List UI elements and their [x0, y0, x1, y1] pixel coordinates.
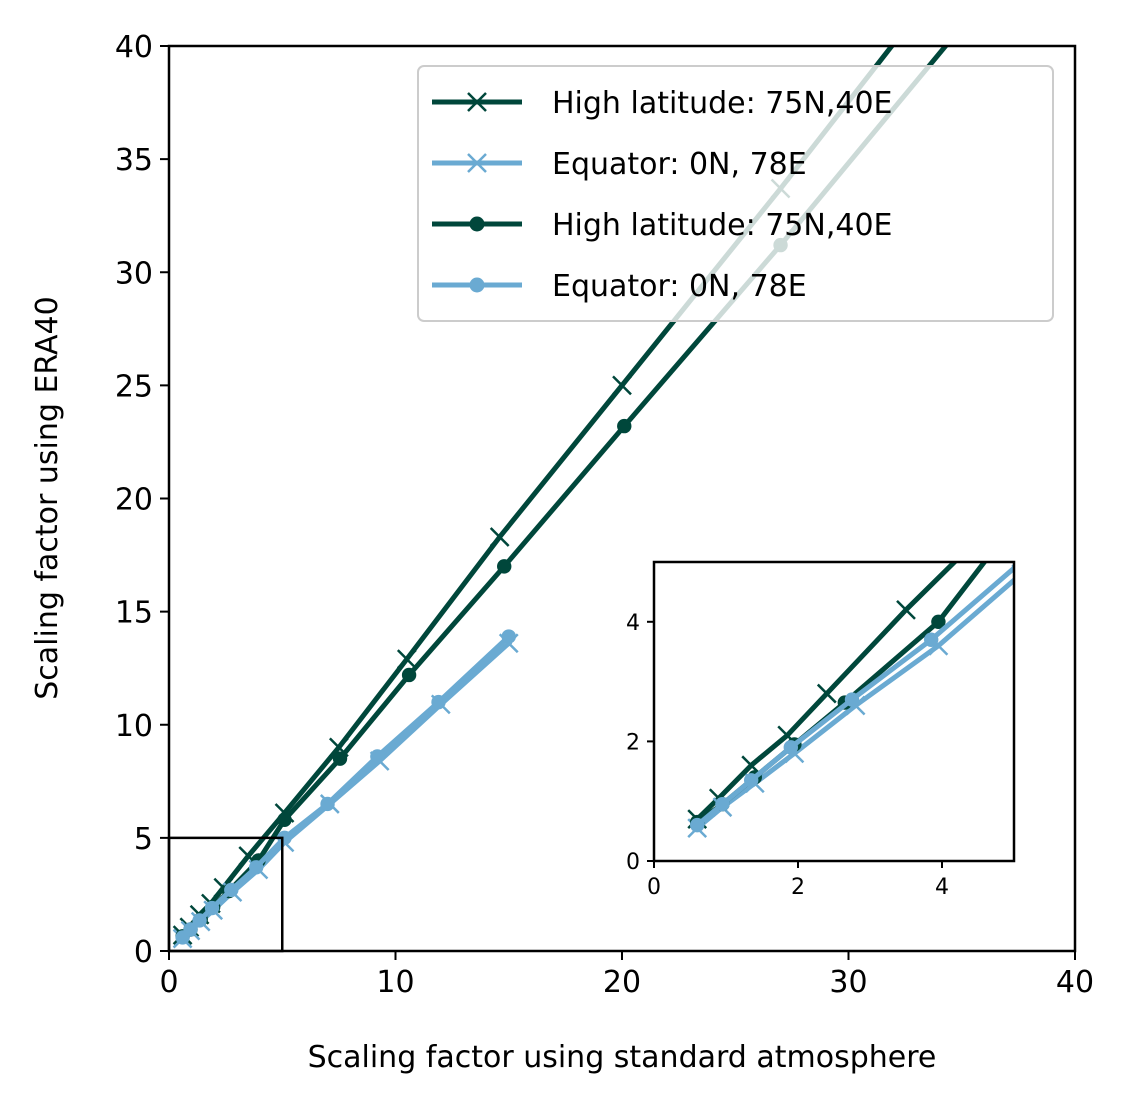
y-tick-label: 15: [115, 596, 153, 631]
data-point-dot: [469, 216, 485, 232]
y-tick-label: 40: [115, 30, 153, 65]
legend-label: High latitude: 75N,40E: [552, 86, 893, 121]
legend-entry: High latitude: 75N,40E: [432, 86, 893, 121]
inset-axes-frame: [652, 560, 1016, 863]
data-point-dot: [617, 418, 632, 434]
series-3: [690, 564, 1014, 833]
data-point-dot: [249, 860, 264, 875]
legend-label: Equator: 0N, 78E: [552, 269, 807, 304]
x-axis-label: Scaling factor using standard atmosphere: [308, 1040, 937, 1075]
inset-plot: 0 2 4 0 2 4: [626, 560, 1016, 900]
data-point-x: [489, 527, 510, 547]
x-tick-label: 10: [376, 965, 414, 1000]
y-tick-label: 25: [115, 369, 153, 404]
y-axis-label: Scaling factor using ERA40: [30, 296, 65, 699]
series-0: [687, 562, 959, 830]
data-point-dot: [931, 614, 946, 629]
data-point-dot: [192, 913, 207, 928]
x-tick-label: 20: [603, 965, 641, 1000]
data-point-x: [396, 649, 417, 670]
data-point-dot: [924, 632, 939, 647]
x-tick-label: 0: [159, 965, 178, 1000]
inset-y-tick-label: 0: [626, 850, 640, 875]
data-point-dot: [401, 667, 417, 683]
inset-x-tick-label: 2: [791, 875, 805, 900]
data-point-dot: [497, 559, 512, 574]
data-point-dot: [715, 796, 730, 812]
legend-frame: [417, 65, 1054, 322]
inset-y-tick-label: 2: [626, 730, 640, 755]
data-point-dot: [431, 694, 446, 710]
data-point-dot: [183, 922, 198, 937]
data-point-dot: [224, 882, 239, 898]
legend: High latitude: 75N,40E Equator: 0N, 78E Hi…: [417, 65, 1054, 322]
y-tick-label: 10: [115, 709, 153, 744]
data-point-dot: [744, 773, 759, 788]
data-point-x: [816, 683, 837, 704]
y-tick-label: 35: [115, 143, 153, 178]
x-tick-label: 40: [1056, 965, 1094, 1000]
data-point-dot: [783, 740, 798, 755]
data-point-dot: [690, 817, 705, 833]
y-tick-label: 30: [115, 256, 153, 291]
y-tick-label: 5: [134, 822, 153, 857]
data-point-dot: [277, 830, 292, 846]
data-point-dot: [320, 796, 335, 812]
data-point-dot: [370, 749, 385, 764]
data-point-x: [467, 92, 487, 112]
data-point-dot: [501, 629, 516, 644]
data-point-dot: [844, 692, 860, 707]
inset-x-tick-label: 4: [935, 875, 949, 900]
y-tick-label: 0: [134, 935, 153, 970]
inset-x-tick-label: 0: [647, 875, 661, 900]
series-3: [175, 629, 516, 945]
data-point-x: [612, 375, 632, 396]
inset-ticks: 0 2 4 0 2 4: [626, 611, 949, 900]
legend-entry: Equator: 0N, 78E: [432, 147, 807, 182]
y-tick-label: 20: [115, 483, 153, 518]
legend-label: Equator: 0N, 78E: [552, 147, 807, 182]
legend-label: High latitude: 75N,40E: [552, 208, 893, 243]
data-point-dot: [204, 900, 220, 916]
data-point-dot: [332, 751, 348, 766]
legend-entry: Equator: 0N, 78E: [432, 269, 807, 304]
data-point-x: [896, 599, 916, 620]
data-point-dot: [277, 812, 292, 827]
legend-entry: High latitude: 75N,40E: [432, 208, 893, 243]
data-point-x: [467, 153, 487, 173]
x-tick-label: 30: [829, 965, 867, 1000]
legend-entries: High latitude: 75N,40E Equator: 0N, 78E Hi…: [432, 86, 893, 304]
inset-series: [687, 562, 1014, 838]
inset-y-tick-label: 4: [626, 611, 640, 636]
main-axes-frame: [167, 44, 1077, 953]
data-point-dot: [469, 277, 485, 293]
